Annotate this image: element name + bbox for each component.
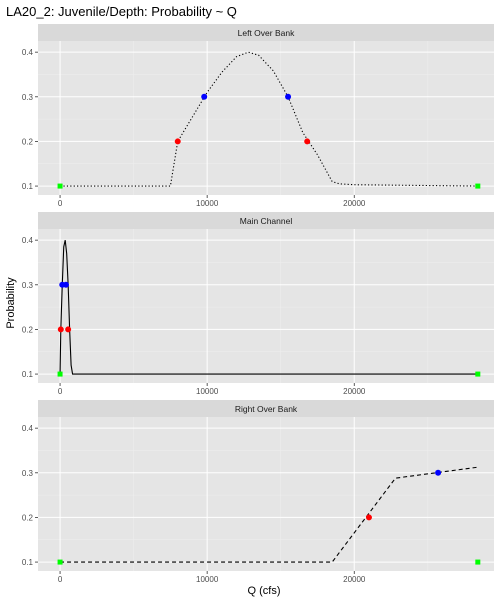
- y-tick-label: 0.1: [22, 370, 34, 379]
- green-square-point: [57, 559, 63, 565]
- y-tick-label: 0.3: [22, 93, 34, 102]
- panel-background: [38, 229, 494, 383]
- x-tick-label: 0: [58, 575, 63, 584]
- y-tick-label: 0.2: [22, 325, 34, 334]
- y-tick-label: 0.4: [22, 236, 34, 245]
- green-square-point: [57, 371, 63, 377]
- green-square-point: [475, 559, 481, 565]
- green-square-point: [475, 183, 481, 189]
- chart-title: LA20_2: Juvenile/Depth: Probability ~ Q: [6, 4, 237, 19]
- y-tick-label: 0.1: [22, 558, 34, 567]
- red-point: [174, 138, 181, 145]
- x-axis-title: Q (cfs): [248, 585, 281, 597]
- y-tick-label: 0.4: [22, 48, 34, 57]
- blue-point: [435, 469, 442, 476]
- y-tick-label: 0.3: [22, 281, 34, 290]
- y-tick-label: 0.4: [22, 424, 34, 433]
- blue-point: [285, 93, 292, 100]
- x-tick-label: 20000: [343, 387, 366, 396]
- facet-panel: Main Channel 0.1 0.2 0.3 0.4 0 10000 20000: [22, 212, 494, 396]
- panel-background: [38, 41, 494, 195]
- facet-panel: Left Over Bank 0.1 0.2 0.3 0.4 0 10000 20000: [22, 24, 494, 208]
- facet-strip-label: Left Over Bank: [238, 28, 295, 38]
- probability-line: [60, 51, 480, 187]
- x-tick-label: 0: [58, 199, 63, 208]
- facet-strip: [38, 212, 494, 229]
- green-square-point: [57, 183, 63, 189]
- facet-strip: [38, 400, 494, 417]
- x-tick-label: 20000: [343, 575, 366, 584]
- y-tick-label: 0.2: [22, 137, 34, 146]
- panel-background: [38, 417, 494, 571]
- facet-strip-label: Main Channel: [240, 216, 293, 226]
- x-tick-label: 10000: [196, 199, 219, 208]
- facet-panel: Right Over Bank 0.1 0.2 0.3 0.4 0 10000 20000: [22, 400, 494, 584]
- y-tick-label: 0.3: [22, 469, 34, 478]
- probability-line: [60, 466, 480, 563]
- red-point: [57, 326, 64, 333]
- x-tick-label: 20000: [343, 199, 366, 208]
- red-point: [304, 138, 311, 145]
- x-tick-label: 10000: [196, 575, 219, 584]
- blue-point: [62, 281, 69, 288]
- x-tick-label: 0: [58, 387, 63, 396]
- x-tick-label: 10000: [196, 387, 219, 396]
- facet-strip-label: Right Over Bank: [235, 404, 298, 414]
- green-square-point: [475, 371, 481, 377]
- red-point: [365, 514, 372, 521]
- y-tick-label: 0.2: [22, 513, 34, 522]
- probability-line: [59, 240, 480, 375]
- red-point: [65, 326, 72, 333]
- y-tick-label: 0.1: [22, 182, 34, 191]
- y-axis-title: Probability: [5, 277, 17, 329]
- blue-point: [201, 93, 208, 100]
- facet-strip: [38, 24, 494, 41]
